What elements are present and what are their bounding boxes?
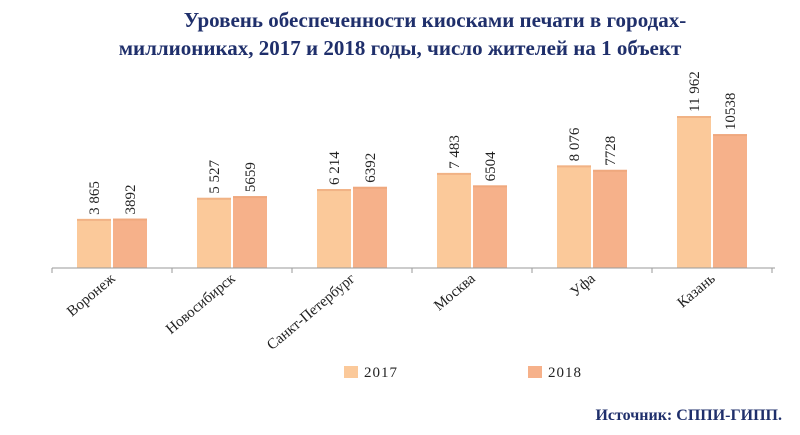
title-line-1: Уровень обеспеченности киосками печати в… <box>183 8 687 32</box>
category-label: Воронеж <box>64 270 119 320</box>
source-note: Источник: СППИ-ГИПП. <box>595 407 782 424</box>
bar-top-edge <box>317 189 351 192</box>
legend-label-2018: 2018 <box>548 365 582 381</box>
value-label: 6392 <box>363 153 379 183</box>
value-label: 7 483 <box>447 135 463 169</box>
bar-top-edge <box>353 186 387 189</box>
chart-title: Уровень обеспеченности киосками печати в… <box>0 6 800 62</box>
category-label: Новосибирск <box>163 270 239 337</box>
value-label: 5659 <box>243 162 259 192</box>
bar-2018-3 <box>353 186 387 268</box>
legend: 2017 2018 <box>344 365 582 381</box>
category-label: Москва <box>431 271 479 315</box>
bar-top-edge <box>77 218 111 221</box>
value-labels: 3 865 3892 5 527 5659 6 214 6392 7 483 6504 8 07… <box>87 71 739 215</box>
legend-swatch-2018 <box>528 366 542 378</box>
bar-2017-5 <box>557 165 591 268</box>
bar-top-edge <box>197 197 231 200</box>
bar-2018-6 <box>713 134 747 268</box>
bar-2017-6 <box>677 116 711 268</box>
bar-2018-1 <box>113 218 147 268</box>
value-label: 7728 <box>603 136 619 166</box>
bar-2017-2 <box>197 197 231 268</box>
bar-top-edge <box>593 169 627 172</box>
value-label: 3892 <box>123 185 139 215</box>
value-label: 10538 <box>723 93 739 131</box>
x-axis-ticks <box>51 268 773 273</box>
value-label: 6 214 <box>327 151 343 185</box>
value-label: 11 962 <box>687 71 703 112</box>
value-label: 3 865 <box>87 181 103 215</box>
value-label: 5 527 <box>207 160 223 194</box>
category-label: Уфа <box>568 271 599 301</box>
title-line-2: миллиониках, 2017 и 2018 годы, число жит… <box>118 36 682 60</box>
bar-top-edge <box>713 134 747 137</box>
bar-top-edge <box>473 185 507 188</box>
bar-2017-3 <box>317 189 351 268</box>
bar-top-edge <box>437 172 471 175</box>
bar-2018-2 <box>233 196 267 268</box>
bar-2017-1 <box>77 218 111 268</box>
category-label: Казань <box>675 271 719 312</box>
value-label: 6504 <box>483 151 499 182</box>
legend-label-2017: 2017 <box>364 365 398 381</box>
bar-top-edge <box>557 165 591 168</box>
bar-top-edge <box>677 116 711 118</box>
bar-2018-5 <box>593 169 627 268</box>
bar-2017-4 <box>437 172 471 268</box>
bar-top-edge <box>233 196 267 199</box>
category-label: Санкт-Петербург <box>264 271 358 354</box>
category-labels: Воронеж Новосибирск Санкт-Петербург Москва У… <box>64 270 718 353</box>
bar-top-edge <box>113 218 147 221</box>
value-label: 8 076 <box>567 127 583 161</box>
bar-2018-4 <box>473 185 507 268</box>
bars-group <box>77 116 747 268</box>
legend-swatch-2017 <box>344 366 358 378</box>
